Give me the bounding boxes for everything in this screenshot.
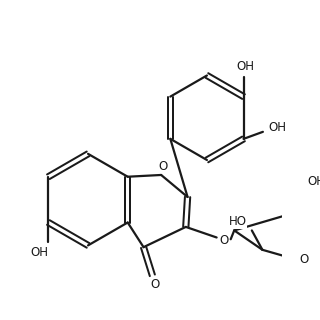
Text: OH: OH bbox=[307, 175, 320, 188]
Text: OH: OH bbox=[268, 121, 286, 134]
Text: HO: HO bbox=[229, 215, 247, 228]
Text: O: O bbox=[150, 278, 160, 291]
Text: OH: OH bbox=[31, 246, 49, 259]
Text: O: O bbox=[219, 234, 228, 247]
Text: O: O bbox=[299, 253, 308, 266]
Text: O: O bbox=[158, 160, 168, 173]
Text: OH: OH bbox=[236, 60, 254, 73]
